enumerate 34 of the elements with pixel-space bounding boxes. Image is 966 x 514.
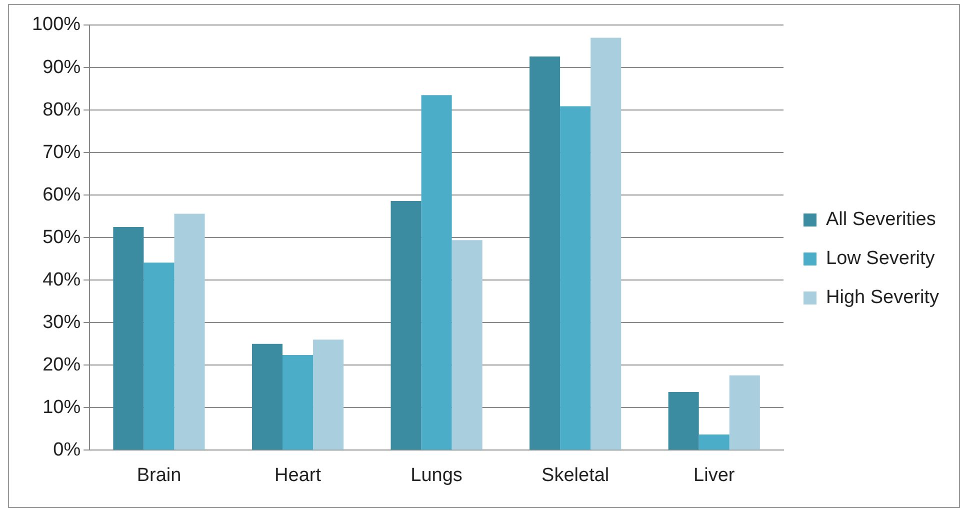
y-tick-label: 20%: [42, 354, 81, 376]
bar: [668, 392, 699, 450]
x-tick-label: Lungs: [410, 464, 462, 486]
bar: [113, 226, 144, 450]
bar: [560, 106, 591, 450]
legend-label: High Severity: [826, 287, 940, 308]
y-tick-label: 100%: [32, 14, 81, 36]
y-tick-label: 10%: [42, 396, 81, 418]
bar: [174, 214, 205, 450]
legend-label: Low Severity: [826, 248, 936, 270]
bar: [452, 240, 482, 450]
y-tick-label: 90%: [42, 56, 81, 78]
bar: [282, 354, 314, 450]
x-tick-label: Heart: [274, 464, 322, 486]
x-tick-label: Skeletal: [542, 464, 610, 486]
bar: [421, 95, 452, 450]
y-tick-label: 30%: [42, 312, 81, 333]
y-tick-label: 50%: [42, 226, 81, 248]
bar: [698, 434, 730, 450]
y-tick-label: 0%: [53, 439, 81, 460]
legend-label: All Severities: [826, 209, 936, 230]
bar: [390, 201, 422, 450]
y-tick-label: 40%: [42, 269, 81, 290]
x-tick-label: Brain: [136, 464, 182, 486]
bar: [590, 38, 622, 450]
bar: [252, 344, 283, 450]
bar: [530, 56, 560, 450]
y-tick-label: 60%: [42, 184, 81, 206]
y-tick-label: 70%: [42, 142, 81, 163]
bar: [729, 375, 760, 450]
y-tick-label: 80%: [42, 99, 81, 120]
bar: [313, 340, 344, 450]
x-tick-label: Liver: [694, 464, 736, 486]
bar: [144, 262, 174, 450]
